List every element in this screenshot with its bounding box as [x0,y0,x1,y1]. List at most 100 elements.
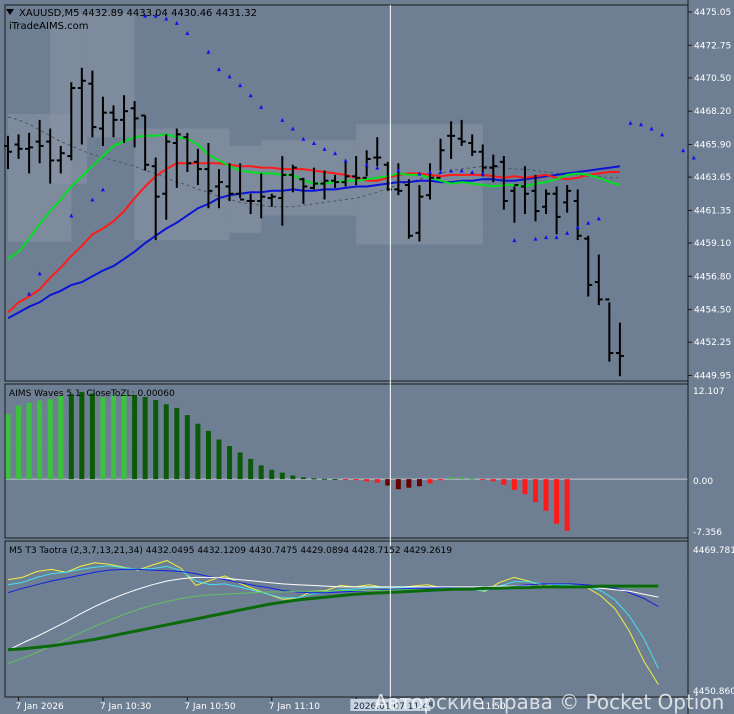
t3-line-t3_yellow [7,560,659,685]
psar-dot [69,213,74,218]
psar-dot [438,170,443,174]
wave-bar [395,479,401,490]
price-tick-label: 4456.80 [694,272,731,282]
psar-dot [544,235,549,240]
wave-bar [300,477,306,480]
waves-axis-labels: 12.107 0.00 -7.356 [693,387,725,538]
psar-dot [470,170,475,174]
collapse-arrow-icon[interactable] [6,9,14,15]
psar-dot [238,83,243,88]
cursor-time-label: 2026.01.07 11:45 [353,702,433,712]
price-tick-label: 4468.20 [694,107,731,117]
wave-bar [37,400,43,480]
wave-bar [543,479,549,511]
time-tick-label: 7 Jan 10:50 [184,702,236,712]
wave-bar [58,395,64,480]
price-tick-label: 4461.35 [694,206,731,216]
psar-dot [459,168,464,173]
psar-dot [691,155,696,160]
price-tick-label: 4454.50 [694,306,731,316]
price-bars [4,67,624,377]
psar-dot [343,158,348,163]
psar-dot [681,148,686,153]
psar-dot [639,122,643,127]
wave-bar [142,397,148,480]
psar-dot [217,67,221,72]
psar-dot [206,49,211,54]
psar-dot [554,235,559,240]
wave-bar [5,414,11,480]
panel-frames [4,0,689,714]
wave-bar [205,430,211,480]
waves-max-label: 12.107 [693,387,725,397]
psar-dot [628,120,633,125]
price-tick-label: 4470.50 [694,74,731,84]
wave-bar [374,479,380,483]
psar-dot [449,168,454,173]
psar-dot [417,171,422,176]
psar-dot [100,187,105,192]
ohlc-readout: 4432.89 4433.04 4430.46 4431.32 [82,8,257,19]
wave-bar [153,399,159,480]
zone-rect [134,128,230,241]
wave-bar [163,404,169,480]
t3-min-label: 4450.8601 [693,687,734,697]
wave-bar [184,415,190,480]
wave-bar [469,478,475,480]
psar-dot [164,16,169,21]
price-tick-label: 4459.10 [694,239,731,249]
psar-dot [480,171,485,176]
price-tick-label: 4475.05 [694,8,731,18]
psar-dot [375,165,380,170]
psar-dot [37,271,42,276]
t3-title: M5 T3 Taotra (2,3,7,13,21,34) 4432.0495 … [9,546,452,556]
wave-bar [322,478,327,480]
wave-bar [364,479,370,482]
wave-bar [438,479,444,481]
wave-bar [511,479,517,490]
wave-bar [237,452,243,480]
wave-bar [68,394,74,480]
price-axis: 4475.05 4472.75 4470.50 4468.20 4465.90 4463.… [688,8,731,381]
psar-dot [248,93,253,98]
psar-dot [596,216,601,221]
price-tick-label: 4449.95 [694,371,731,381]
wave-bar [174,407,180,480]
wave-bar [406,479,412,488]
wave-bar [501,479,507,485]
wave-bar [132,394,138,480]
t3-max-label: 4469.7815 [693,546,734,556]
wave-bar [332,478,338,480]
psar-dot [649,126,654,131]
wave-bar [385,479,391,486]
wave-bar [248,458,254,480]
time-tick-label: 7 Jan 11:10 [269,702,321,712]
slow-ma-line [7,165,621,320]
grey-ma-line [7,116,620,208]
psar-dot [153,13,158,18]
psar-dot [185,30,190,35]
wave-bar [195,423,201,480]
psar-dot [227,74,232,79]
price-tick-label: 4463.65 [694,173,731,183]
psar-dot [428,170,432,174]
price-tick-label: 4465.90 [694,140,731,150]
psar-dot [512,238,517,243]
psar-dot [280,117,285,122]
waves-title: AIMS Waves 5.1. CloseToZL: 0.00060 [9,389,175,399]
wave-bar [490,479,496,482]
zone-rect [87,12,135,138]
psar-dot [364,162,369,167]
psar-dot [533,236,538,241]
supply-demand-zones [8,12,483,245]
zone-rect [261,140,357,216]
wave-bar [427,479,433,484]
symbol-title: XAUUSD,M5 [19,8,80,19]
psar-dot [586,220,591,225]
psar-dot [290,126,295,131]
t3-taotra-lines [7,560,659,685]
psar-dot [259,104,264,109]
time-tick-label: 7 Jan 10:30 [100,702,152,712]
psar-dot [90,197,95,202]
